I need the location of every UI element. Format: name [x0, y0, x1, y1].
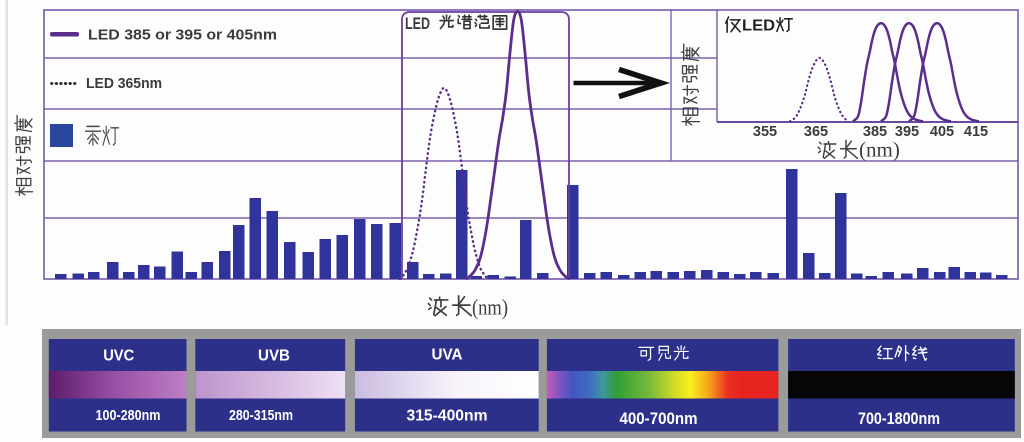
- svg-text:(nm): (nm): [472, 295, 508, 320]
- svg-text:355: 355: [753, 124, 777, 140]
- svg-text:LED 365nm: LED 365nm: [86, 75, 162, 92]
- svg-text:385: 385: [863, 124, 887, 140]
- svg-text:280-315nm: 280-315nm: [229, 407, 293, 424]
- svg-text:(nm): (nm): [859, 138, 900, 162]
- svg-text:400-700nm: 400-700nm: [620, 410, 698, 428]
- svg-text:LED 385 or 395 or 405nm: LED 385 or 395 or 405nm: [88, 26, 277, 43]
- svg-text:LED: LED: [405, 14, 430, 33]
- svg-text:315-400nm: 315-400nm: [407, 408, 488, 425]
- svg-text:UVC: UVC: [103, 348, 134, 365]
- svg-text:405: 405: [930, 124, 954, 140]
- svg-text:UVA: UVA: [432, 347, 463, 364]
- svg-text:100-280nm: 100-280nm: [96, 407, 161, 424]
- svg-text:700-1800nm: 700-1800nm: [858, 410, 940, 428]
- svg-text:415: 415: [964, 124, 988, 140]
- svg-text:UVB: UVB: [258, 348, 290, 365]
- svg-text:395: 395: [895, 124, 919, 140]
- svg-text:LED: LED: [742, 18, 775, 35]
- svg-text:365: 365: [804, 124, 828, 140]
